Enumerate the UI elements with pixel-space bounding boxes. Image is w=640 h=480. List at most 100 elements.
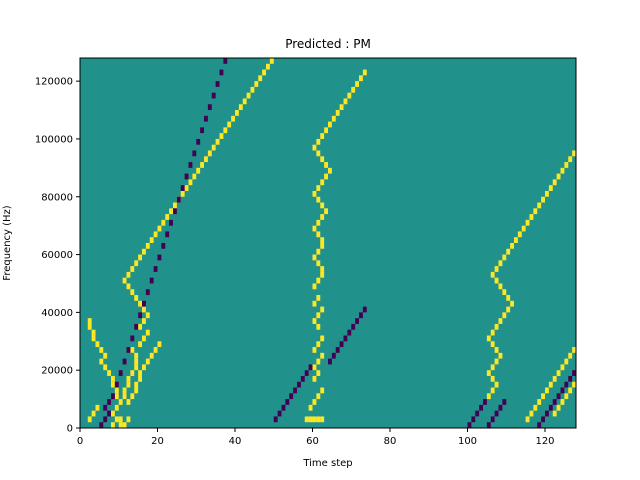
- heatmap-cell-low: [99, 422, 104, 428]
- y-tick-label: 40000: [41, 308, 73, 319]
- heatmap-cell-high: [192, 173, 197, 180]
- heatmap-cell-high: [87, 318, 92, 324]
- heatmap-cell-high: [560, 364, 565, 371]
- heatmap-cell-high: [114, 387, 119, 394]
- heatmap-cell-low: [165, 231, 170, 238]
- heatmap-cell-high: [316, 248, 321, 255]
- heatmap-cell-high: [351, 86, 356, 93]
- heatmap-cell-low: [471, 416, 476, 423]
- heatmap-cell-low: [308, 364, 313, 371]
- heatmap-cell-high: [510, 243, 514, 249]
- heatmap-cell-high: [142, 335, 146, 342]
- heatmap-cell-high: [211, 144, 216, 151]
- heatmap-cell-high: [494, 277, 499, 284]
- heatmap-cell-high: [142, 318, 146, 324]
- heatmap-cell-high: [533, 208, 538, 215]
- heatmap-cell-high: [316, 260, 321, 267]
- heatmap-cell-high: [537, 202, 542, 209]
- heatmap-cell-low: [204, 115, 208, 122]
- heatmap-cell-high: [316, 341, 321, 348]
- heatmap-cell-high: [269, 58, 274, 64]
- heatmap-cell-low: [161, 243, 166, 249]
- heatmap-cell-low: [304, 370, 309, 376]
- heatmap-cell-high: [118, 399, 123, 405]
- heatmap-cell-high: [316, 231, 321, 238]
- heatmap-cell-high: [490, 387, 495, 394]
- heatmap-cell-high: [316, 185, 321, 191]
- heatmap-cell-high: [107, 370, 111, 376]
- heatmap-cell-low: [142, 300, 146, 307]
- heatmap-cell-high: [91, 329, 96, 336]
- heatmap-cell-high: [548, 185, 553, 191]
- heatmap-cell-high: [312, 318, 317, 324]
- heatmap-cell-high: [145, 329, 150, 336]
- heatmap-cell-low: [502, 399, 507, 405]
- heatmap-cell-high: [564, 358, 569, 365]
- heatmap-cell-high: [316, 277, 321, 284]
- heatmap-cell-high: [312, 347, 317, 353]
- heatmap-cell-high: [312, 416, 317, 423]
- heatmap-cell-high: [316, 370, 321, 376]
- heatmap-cell-high: [196, 167, 201, 174]
- heatmap-cell-high: [149, 237, 154, 243]
- heatmap-cell-high: [103, 352, 108, 359]
- heatmap-cell-high: [118, 416, 123, 423]
- heatmap-cell-low: [335, 347, 340, 353]
- heatmap-cell-high: [188, 179, 193, 186]
- heatmap-cell-high: [486, 335, 491, 342]
- heatmap-cell-high: [494, 381, 499, 388]
- heatmap-cell-high: [312, 399, 317, 405]
- heatmap-cell-high: [111, 422, 115, 428]
- heatmap-cell-low: [467, 422, 472, 428]
- heatmap-cell-high: [200, 162, 204, 168]
- heatmap-cell-high: [153, 231, 158, 238]
- heatmap-cell-high: [169, 208, 173, 215]
- heatmap-cell-high: [324, 127, 328, 134]
- heatmap-cell-high: [490, 341, 495, 348]
- heatmap-cell-low: [277, 410, 282, 417]
- heatmap-cell-high: [114, 416, 119, 423]
- heatmap-cell-high: [134, 381, 139, 388]
- heatmap-cell-high: [126, 416, 131, 423]
- heatmap-cell-high: [316, 196, 321, 203]
- heatmap-cell-high: [99, 358, 104, 365]
- heatmap-cell-low: [483, 399, 487, 405]
- heatmap-cell-high: [316, 416, 321, 423]
- heatmap-cell-high: [335, 110, 340, 116]
- chart-title: Predicted : PM: [285, 37, 371, 51]
- heatmap-cell-high: [529, 214, 534, 220]
- heatmap-cell-low: [339, 341, 344, 348]
- heatmap-cell-high: [552, 179, 557, 186]
- heatmap-cell-high: [320, 214, 325, 220]
- plot-frame: [79, 57, 577, 429]
- heatmap-cell-high: [525, 416, 530, 423]
- heatmap-cell-high: [502, 289, 507, 296]
- heatmap-cell-high: [506, 295, 511, 301]
- heatmap-cell-low: [355, 318, 359, 324]
- heatmap-cell-high: [254, 81, 259, 87]
- heatmap-cell-high: [111, 410, 115, 417]
- heatmap-cell-low: [176, 196, 181, 203]
- x-tick-label: 60: [306, 436, 319, 447]
- heatmap-cell-high: [122, 393, 127, 400]
- heatmap-cell-high: [130, 347, 135, 353]
- heatmap-cell-low: [479, 404, 483, 411]
- heatmap-cell-high: [545, 190, 549, 197]
- x-tick-label: 0: [77, 436, 83, 447]
- heatmap-cell-high: [486, 370, 491, 376]
- heatmap-cell-high: [316, 219, 321, 226]
- heatmap-cell-low: [130, 335, 135, 342]
- heatmap-cell-low: [285, 399, 290, 405]
- heatmap-cell-high: [173, 202, 177, 209]
- heatmap-cell-high: [556, 404, 561, 411]
- heatmap-cell-high: [126, 375, 131, 382]
- heatmap-cell-high: [328, 167, 332, 174]
- heatmap-cell-high: [545, 387, 549, 394]
- heatmap-cell-low: [568, 375, 573, 382]
- heatmap-cell-low: [149, 277, 154, 284]
- heatmap-cell-high: [312, 190, 317, 197]
- heatmap-cell-low: [552, 399, 557, 405]
- heatmap-cell-high: [490, 364, 495, 371]
- x-tick-label: 100: [458, 436, 477, 447]
